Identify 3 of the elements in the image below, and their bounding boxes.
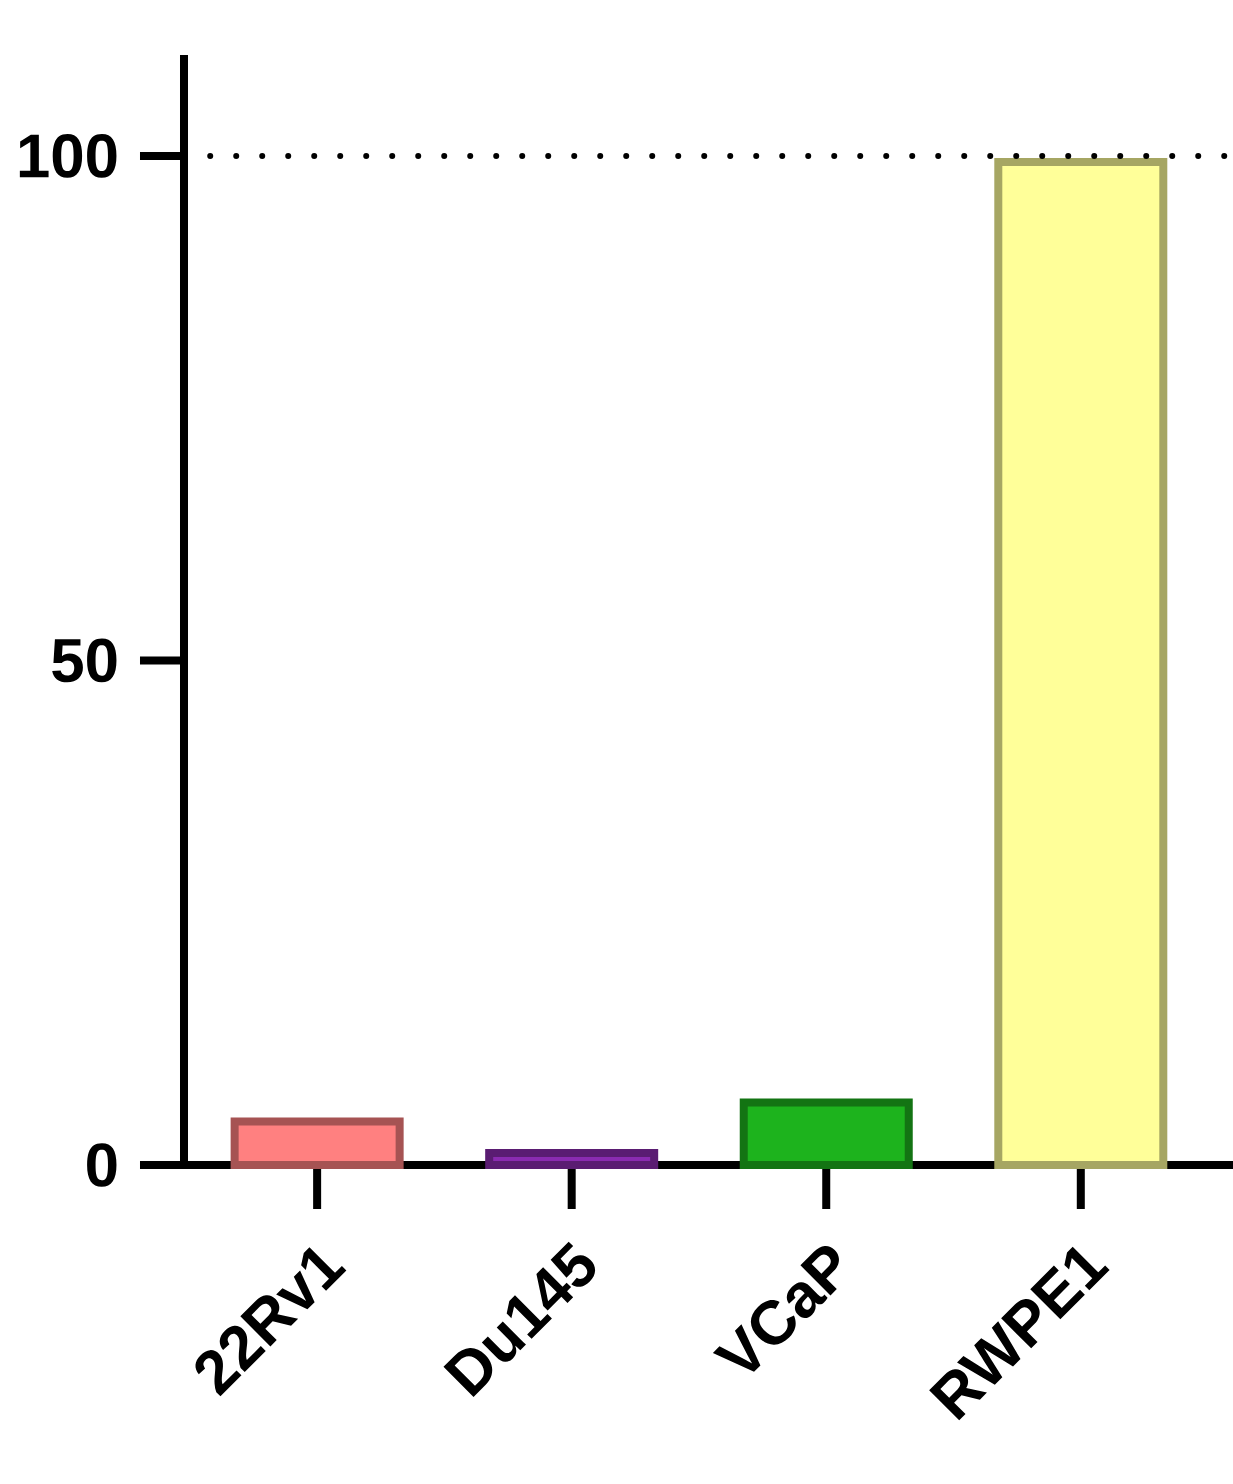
y-tick-label: 100 — [19, 134, 117, 178]
y-tick-label: 50 — [52, 638, 117, 683]
y-tick-label: 0 — [87, 1143, 117, 1187]
